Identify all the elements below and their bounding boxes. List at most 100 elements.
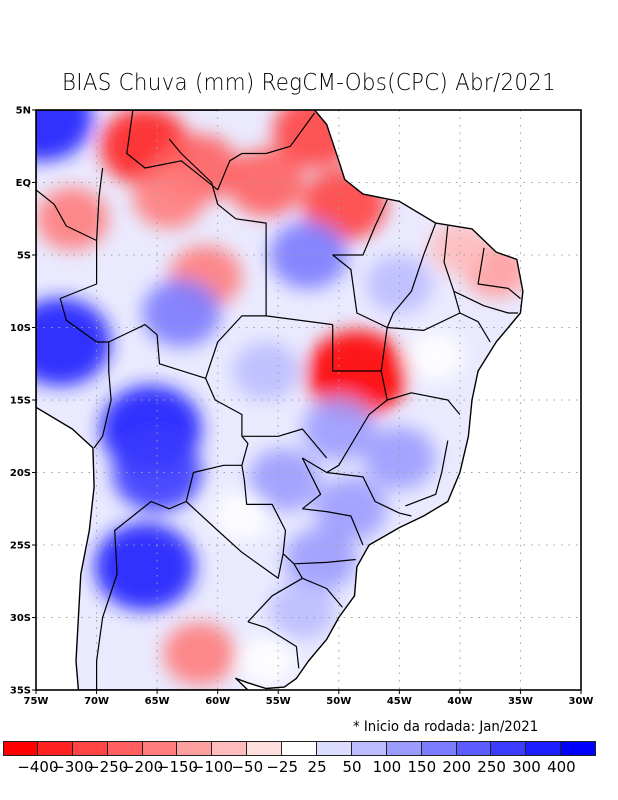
- bias-region: [269, 221, 348, 289]
- y-tick-label: 30S: [10, 613, 31, 624]
- colorbar-label: 300: [512, 758, 541, 776]
- bias-region: [314, 477, 388, 541]
- x-tick-label: 75W: [24, 696, 49, 707]
- bias-region: [284, 528, 357, 591]
- colorbar-labels: −400 −300 −250 −200 −150 −100 −50 −25 25 50 100 150…: [0, 758, 618, 778]
- x-tick-label: 55W: [266, 696, 291, 707]
- border-mt-ms: [241, 428, 328, 459]
- colorbar-box: [421, 741, 457, 756]
- border-amazonas-para: [235, 218, 333, 326]
- border-bahia-west: [387, 312, 491, 343]
- border-ne-states: [477, 247, 521, 299]
- border-tocantins: [332, 254, 388, 372]
- x-tick-label: 30W: [569, 696, 594, 707]
- x-tick-label: 45W: [387, 696, 412, 707]
- border-sp-pr: [302, 508, 364, 546]
- bias-region: [142, 279, 221, 347]
- border-para-maranhao: [332, 199, 388, 256]
- y-tick-label: 10S: [10, 323, 31, 334]
- border-bolivia-brazil: [108, 324, 249, 480]
- colorbar-label: −50: [231, 758, 264, 776]
- bias-region: [248, 448, 321, 512]
- colorbar-label: 250: [477, 758, 506, 776]
- run-start-note: * Inicio da rodada: Jan/2021: [353, 719, 539, 735]
- bias-region: [408, 332, 464, 381]
- y-tick-label: 5N: [16, 106, 31, 117]
- bias-region: [163, 622, 236, 686]
- border-mg-bahia: [387, 392, 461, 415]
- y-tick-label: 20S: [10, 468, 31, 479]
- colorbar-box: [386, 741, 422, 756]
- border-pr-sc: [293, 558, 356, 565]
- colorbar-box: [317, 741, 352, 756]
- border-coastline: [36, 110, 524, 690]
- x-tick-label: 70W: [84, 696, 109, 707]
- colorbar-box: [177, 741, 213, 756]
- colorbar-label: −100: [191, 758, 233, 776]
- bias-region: [363, 426, 436, 490]
- border-brazil-west: [96, 167, 104, 241]
- colorbar-box: [282, 741, 318, 756]
- colorbar-label: −300: [52, 758, 94, 776]
- colorbar-box: [351, 741, 387, 756]
- y-tick-label: 15S: [10, 396, 31, 407]
- x-axis: 75W 70W 65W 60W 55W 50W 45W 40W 35W 30W: [24, 690, 594, 707]
- colorbar-label: −400: [17, 758, 59, 776]
- border-argentina-chile: [96, 515, 134, 690]
- bias-region: [132, 165, 206, 229]
- colorbar-label: −25: [266, 758, 299, 776]
- colorbar-label: 200: [442, 758, 472, 776]
- x-tick-label: 35W: [508, 696, 533, 707]
- colorbar-label: 50: [342, 758, 362, 776]
- border-peru-bolivia-brazil: [36, 189, 112, 449]
- chart-title: BIAS Chuva (mm) RegCM-Obs(CPC) Abr/2021: [61, 70, 557, 96]
- border-maranhao-piaui: [386, 222, 437, 328]
- border-venezuela-guiana: [126, 110, 316, 191]
- colorbar: [3, 741, 597, 756]
- colorbar-box: [37, 741, 73, 756]
- colorbar-box: [3, 741, 38, 756]
- colorbar-label: −200: [121, 758, 164, 776]
- colorbar-label: 100: [372, 758, 402, 776]
- colorbar-box: [72, 741, 108, 756]
- border-pernambuco: [453, 290, 518, 314]
- border-ms-sp: [301, 457, 322, 510]
- bias-region: [36, 298, 111, 386]
- border-sc-rs: [302, 577, 343, 608]
- colorbar-label: 150: [407, 758, 437, 776]
- colorbar-label: 25: [307, 758, 327, 776]
- y-tick-label: 25S: [10, 541, 31, 552]
- y-tick-label: 5S: [17, 251, 31, 262]
- colorbar-label: −250: [87, 758, 129, 776]
- bias-region: [214, 492, 270, 540]
- border-mato-grosso: [205, 315, 267, 379]
- x-tick-label: 60W: [205, 696, 230, 707]
- bias-region: [306, 329, 408, 418]
- bias-region: [36, 187, 109, 251]
- colorbar-box: [491, 741, 527, 756]
- colorbar-box: [142, 741, 178, 756]
- bias-region: [227, 148, 306, 217]
- border-paraguay-brazil: [243, 479, 287, 554]
- bias-region: [302, 397, 376, 461]
- x-tick-label: 65W: [145, 696, 170, 707]
- border-roraima-amazonas: [168, 138, 237, 220]
- colorbar-box: [212, 741, 248, 756]
- border-goias-mg: [302, 370, 388, 474]
- bias-region: [36, 110, 93, 162]
- colorbar-label: 400: [547, 758, 576, 776]
- x-tick-label: 40W: [447, 696, 472, 707]
- colorbar-label: −150: [156, 758, 199, 776]
- y-tick-label: 35S: [10, 686, 31, 697]
- y-tick-label: EQ: [16, 178, 31, 189]
- gridlines: [36, 110, 581, 690]
- border-piaui-ceara: [443, 225, 461, 314]
- y-axis: 5N EQ 5S 10S 15S 20S 25S 30S 35S: [10, 106, 36, 697]
- border-mg-sp: [326, 471, 412, 517]
- border-mg-es-rj: [405, 440, 449, 507]
- colorbar-box: [526, 741, 562, 756]
- colorbar-box: [107, 741, 143, 756]
- colorbar-box: [247, 741, 283, 756]
- colorbar-box: [456, 741, 492, 756]
